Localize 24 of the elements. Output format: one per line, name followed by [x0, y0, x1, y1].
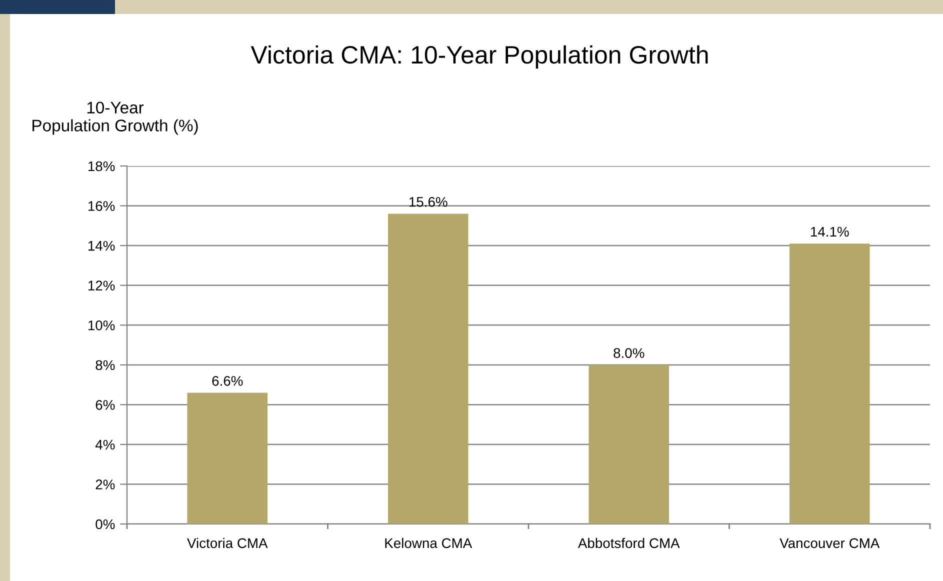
y-tick-label: 16%	[88, 201, 115, 211]
data-label: 14.1%	[810, 226, 849, 237]
data-label: 6.6%	[212, 376, 243, 386]
data-label: 15.6%	[409, 196, 448, 207]
bar	[187, 392, 268, 524]
x-tick-label: Vancouver CMA	[780, 538, 880, 548]
y-tick-label: 14%	[88, 240, 115, 251]
y-tick-label: 6%	[96, 400, 115, 410]
bar	[588, 364, 670, 524]
y-tick-label: 8%	[96, 360, 115, 370]
y-axis-title: 10-Year Population Growth (%)	[32, 102, 198, 135]
y-tick-label: 12%	[88, 280, 115, 290]
x-tick-label: Victoria CMA	[187, 538, 268, 548]
bar	[388, 214, 468, 524]
x-tick-label: Kelowna CMA	[385, 538, 472, 548]
y-tick-label: 0%	[96, 519, 115, 530]
bar	[789, 244, 870, 524]
y-tick-label: 2%	[96, 480, 115, 490]
x-tick-label: Abbotsford CMA	[578, 538, 680, 548]
y-tick-label: 18%	[88, 161, 115, 172]
y-tick-label: 4%	[95, 440, 115, 450]
data-label: 8.0%	[614, 348, 644, 358]
chart-title: Victoria CMA: 10-Year Population Growth	[250, 45, 708, 69]
y-tick-label: 10%	[88, 320, 115, 330]
